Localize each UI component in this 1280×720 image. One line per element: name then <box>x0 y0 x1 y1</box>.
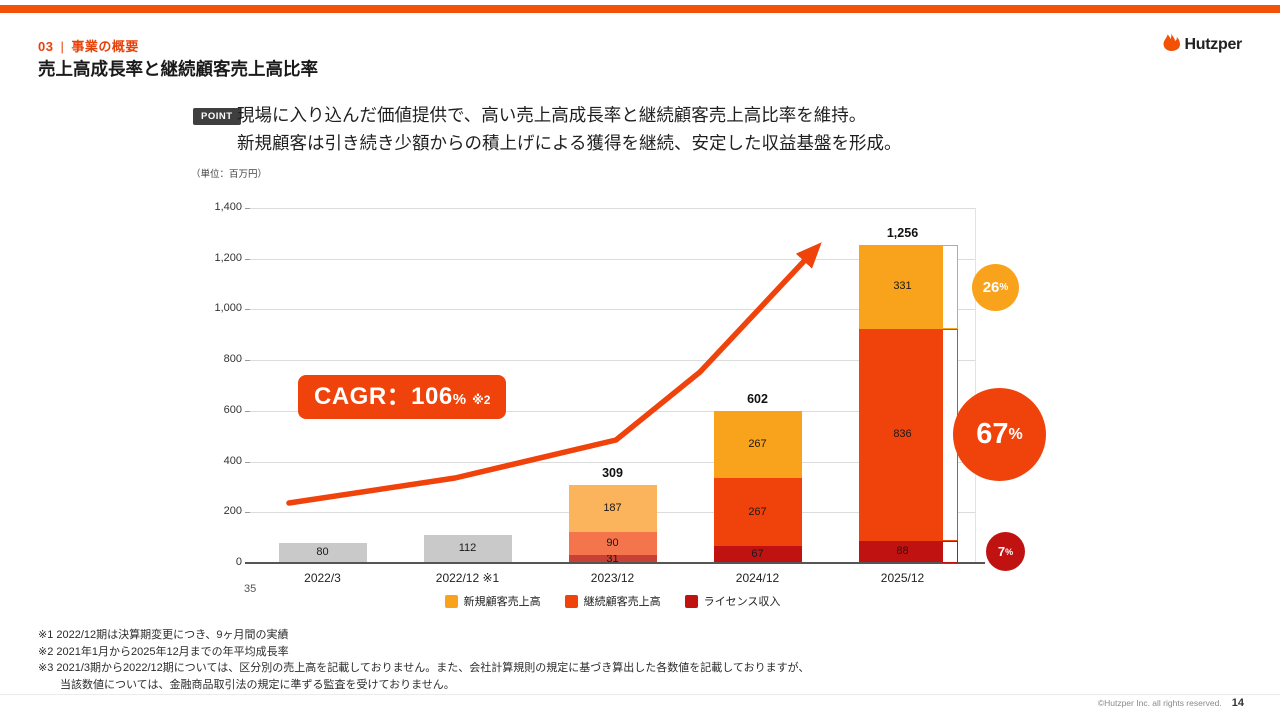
ratio-value: 67 <box>976 418 1009 450</box>
y-axis-tick-label: 1,000 <box>214 302 242 315</box>
bar-segment-value: 187 <box>603 502 622 515</box>
bar-segment-value: 112 <box>458 542 477 555</box>
new-customer-ratio-badge: 26% <box>972 264 1019 311</box>
ratio-percent-sign: % <box>1005 546 1014 557</box>
bar-segment-value: 331 <box>893 280 912 293</box>
copyright-text: ©Hutzper Inc. all rights reserved. <box>1097 698 1222 708</box>
license-ratio-badge: 7% <box>986 532 1025 571</box>
legend-label: ライセンス収入 <box>703 596 781 608</box>
bar-segment-value: 267 <box>748 437 767 450</box>
legend-label: 新規顧客売上高 <box>463 596 541 608</box>
x-axis-category-label: 2023/12 <box>590 571 635 585</box>
section-header: 03 | 事業の概要 <box>38 36 139 55</box>
x-axis-category-label: 2022/12 ※1 <box>435 571 500 585</box>
ratio-value: 26 <box>982 279 1000 296</box>
legend-item: ライセンス収入 <box>684 593 781 609</box>
bar-segment: 67 <box>713 546 802 563</box>
bar-segment: 88 <box>858 540 947 563</box>
bar-segment: 267 <box>713 410 802 479</box>
section-title: 事業の概要 <box>71 39 139 54</box>
footer-divider <box>0 694 1280 695</box>
segment-bracket <box>941 540 958 563</box>
ratio-percent-sign: % <box>999 282 1009 293</box>
y-axis-tick-label: 800 <box>223 353 242 366</box>
legend-item: 継続顧客売上高 <box>564 593 661 609</box>
repeat-customer-ratio-badge: 67% <box>953 388 1046 481</box>
gridline <box>250 208 975 209</box>
y-axis-tick-label: 0 <box>235 556 242 568</box>
hutzper-logo-icon <box>1161 32 1181 57</box>
section-number: 03 <box>38 39 54 54</box>
bar-segment-value: 90 <box>606 537 619 550</box>
bar-segment: 267 <box>713 478 802 547</box>
point-text-line1: 現場に入り込んだ価値提供で、高い売上高成長率と継続顧客売上高比率を維持。 <box>237 105 867 125</box>
footnote-3: ※3 2021/3期から2022/12期については、区分別の売上高を記載しており… <box>38 662 810 674</box>
hutzper-logo: Hutzper <box>1161 32 1242 57</box>
y-tick-mark <box>245 410 250 412</box>
y-axis-tick-label: 200 <box>223 505 242 518</box>
bar-total-label: 602 <box>747 391 768 406</box>
segment-bracket <box>941 244 958 329</box>
bar-segment-value: 267 <box>748 505 767 518</box>
y-tick-mark <box>245 360 250 362</box>
bar-segment: 112 <box>423 534 512 563</box>
ratio-value: 7 <box>997 544 1006 559</box>
y-axis-tick-label: 400 <box>223 454 242 467</box>
y-axis-tick-label: 1,400 <box>214 201 242 213</box>
y-tick-mark <box>245 258 250 260</box>
legend-swatch <box>444 594 458 608</box>
bar-segment: 31 <box>568 552 657 565</box>
footnote-2: ※2 2021年1月から2025年12月までの年平均成長率 <box>38 645 289 658</box>
chart-legend: 新規顧客売上高 継続顧客売上高 ライセンス収入 <box>250 593 975 609</box>
y-axis-tick-label: 600 <box>223 403 242 416</box>
footnote-1: ※1 2022/12期は決算期変更につき、9ヶ月間の実績 <box>38 629 289 641</box>
legend-swatch <box>564 594 578 608</box>
legend-label: 継続顧客売上高 <box>583 596 661 608</box>
bar-segment-value: 31 <box>606 552 619 565</box>
legend-item: 新規顧客売上高 <box>444 593 541 609</box>
bar-segment-value: 67 <box>751 548 764 560</box>
cagr-percent-sign: % <box>452 391 467 408</box>
y-axis-tick-label: 1,200 <box>214 251 242 264</box>
plot-right-gridline <box>975 208 976 563</box>
y-tick-mark <box>245 309 250 311</box>
bar-total-label: 309 <box>602 465 623 480</box>
bar-segment: 80 <box>278 542 367 563</box>
section-divider: | <box>60 39 65 54</box>
y-tick-mark <box>245 512 250 514</box>
axis-stray-label: 35 <box>244 583 257 595</box>
cagr-value: CAGR：106 <box>314 383 453 410</box>
y-tick-mark <box>245 461 250 463</box>
x-axis-category-label: 2024/12 <box>735 571 780 585</box>
x-axis-category-label: 2025/12 <box>880 571 925 585</box>
page-number: 14 <box>1231 697 1244 709</box>
logo-text: Hutzper <box>1184 35 1243 53</box>
top-accent-bar <box>0 5 1280 13</box>
bar-segment: 331 <box>858 244 947 329</box>
legend-swatch <box>684 594 698 608</box>
cagr-footnote-ref: ※2 <box>472 393 491 407</box>
bar-segment: 836 <box>858 328 947 541</box>
bar-segment-value: 80 <box>316 546 329 559</box>
y-tick-mark <box>245 208 250 209</box>
unit-label: （単位：百万円） <box>191 169 268 180</box>
ratio-percent-sign: % <box>1008 425 1023 443</box>
footnote-3-cont: 当該数値については、金融商品取引法の規定に準ずる監査を受けておりません。 <box>38 678 455 691</box>
x-axis-category-label: 2022/3 <box>304 571 341 585</box>
bar-segment-value: 836 <box>893 428 912 441</box>
bar-total-label: 1,256 <box>886 225 919 240</box>
bar-segment: 187 <box>568 484 657 533</box>
bar-segment-value: 88 <box>896 545 909 558</box>
bar-segment: 90 <box>568 532 657 556</box>
point-text-line2: 新規顧客は引き続き少額からの積上げによる獲得を継続、安定した収益基盤を形成。 <box>237 133 902 153</box>
page-title: 売上高成長率と継続顧客売上高比率 <box>38 59 318 79</box>
x-axis-line <box>245 562 985 564</box>
footnotes: ※1 2022/12期は決算期変更につき、9ヶ月間の実績 ※2 2021年1月か… <box>38 627 809 693</box>
point-badge: POINT <box>193 108 241 125</box>
cagr-badge: CAGR：106% ※2 <box>298 375 507 419</box>
footer: ©Hutzper Inc. all rights reserved. 14 <box>1098 697 1244 709</box>
